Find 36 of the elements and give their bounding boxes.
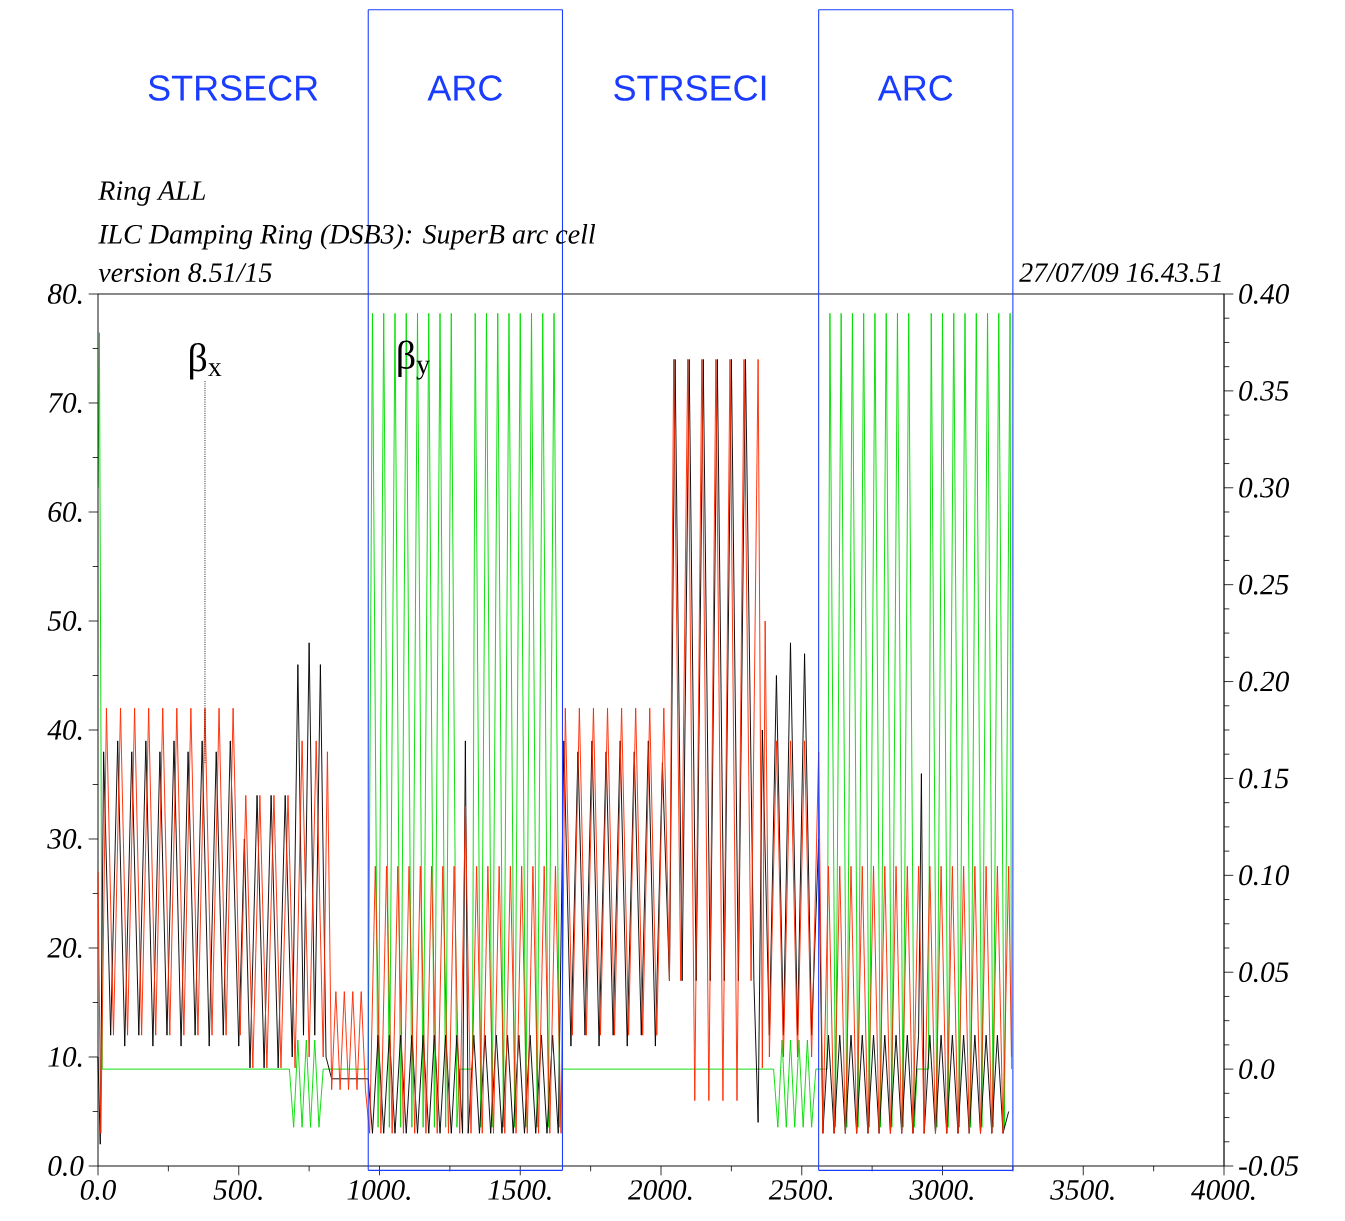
text: STRSECR	[148, 75, 318, 101]
text: ARC	[427, 75, 502, 101]
y-tick-label: 20.	[47, 938, 82, 958]
y2-tick-label: 0.35	[1239, 380, 1289, 401]
y-tick-label: 0.0	[48, 1156, 84, 1176]
chart-title: Ring ALL	[98, 181, 206, 206]
y2-tick-label: 0.30	[1239, 477, 1290, 498]
x-tick-label: 0.0	[80, 1180, 116, 1200]
x-tick-label: 1500.	[488, 1180, 551, 1200]
text: 27/07/09 16.43.51	[1019, 263, 1221, 283]
text: ARC	[877, 75, 953, 101]
y-tick-label: 60.	[48, 502, 82, 522]
y-tick-label: 30.	[47, 829, 82, 849]
text: version 8.51/15	[98, 263, 272, 283]
y-tick-label: 70.	[49, 393, 82, 413]
y-tick-label: 10.	[48, 1047, 82, 1067]
y2-tick-label: 0.0	[1239, 1059, 1275, 1080]
x-tick-label: 3500.	[1050, 1180, 1114, 1200]
y2-tick-label: 0.40	[1239, 284, 1290, 304]
x-tick-label: 4000.	[1191, 1180, 1255, 1200]
x-tick-label: 2500.	[768, 1180, 833, 1200]
y2-tick-label: 0.05	[1239, 962, 1289, 983]
annotation: β$_{x}$	[190, 342, 222, 380]
text: STRSECI	[614, 75, 766, 101]
y-tick-label: 50.	[47, 611, 82, 631]
y2-tick-label: 0.25	[1239, 574, 1289, 595]
y2-tick-label: -0.05	[1239, 1156, 1299, 1176]
x-tick-label: 1000.	[347, 1180, 410, 1200]
y-tick-label: 80.	[47, 284, 82, 304]
x-tick-label: 2000.	[628, 1180, 692, 1200]
y-tick-label: 40.	[47, 720, 82, 740]
x-tick-label: 3000.	[909, 1180, 973, 1200]
y2-tick-label: 0.10	[1239, 865, 1290, 886]
y2-tick-label: 0.20	[1239, 671, 1290, 692]
x-tick-label: 500.	[213, 1180, 262, 1200]
y2-tick-label: 0.15	[1239, 768, 1289, 789]
